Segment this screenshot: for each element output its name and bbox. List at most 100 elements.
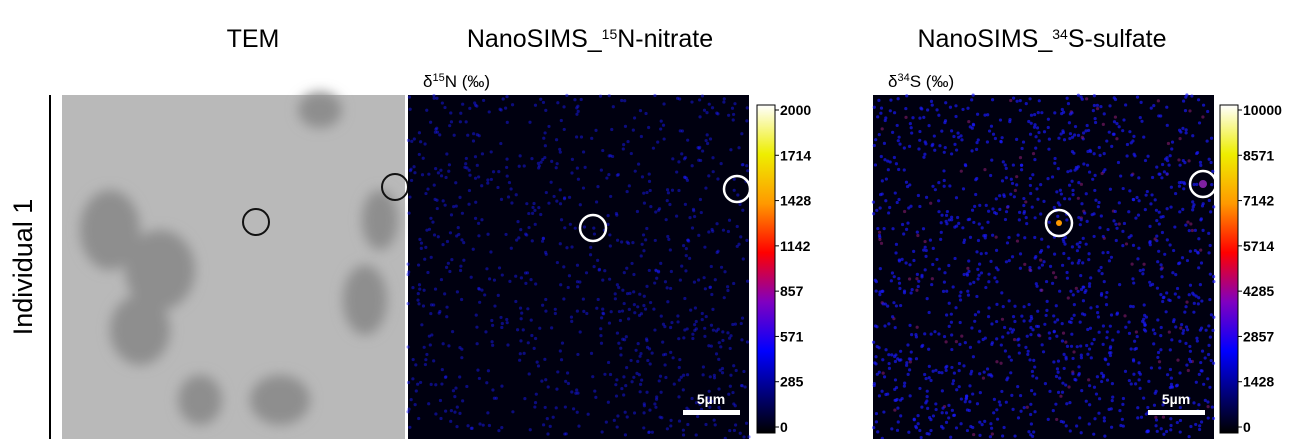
pixel xyxy=(475,314,478,317)
pixel xyxy=(913,418,916,421)
pixel xyxy=(931,104,934,107)
pixel xyxy=(694,306,697,309)
pixel xyxy=(1204,399,1207,402)
pixel xyxy=(1156,430,1159,433)
pixel xyxy=(1045,309,1048,312)
pixel xyxy=(632,129,635,132)
pixel xyxy=(1092,433,1095,436)
pixel xyxy=(1188,358,1191,361)
colorbar-label: 0 xyxy=(780,419,788,435)
pixel xyxy=(1088,384,1091,387)
pixel xyxy=(1069,290,1072,293)
pixel xyxy=(684,269,687,272)
pixel xyxy=(1018,211,1021,214)
pixel xyxy=(1191,229,1194,232)
pixel xyxy=(508,181,511,184)
pixel xyxy=(1042,200,1045,203)
pixel xyxy=(888,206,891,209)
pixel xyxy=(1076,243,1079,246)
pixel xyxy=(1169,417,1172,420)
pixel xyxy=(1097,315,1100,318)
pixel xyxy=(981,423,984,426)
pixel xyxy=(1153,332,1156,335)
pixel xyxy=(1210,137,1213,140)
pixel xyxy=(543,358,546,361)
pixel xyxy=(534,104,537,107)
pixel xyxy=(407,212,410,215)
pixel xyxy=(699,198,702,201)
pixel xyxy=(736,225,739,228)
pixel xyxy=(1121,418,1124,421)
pixel xyxy=(477,175,480,178)
pixel xyxy=(880,242,883,245)
pixel xyxy=(1070,180,1073,183)
pixel xyxy=(505,166,508,169)
pixel xyxy=(678,379,681,382)
pixel xyxy=(1102,374,1105,377)
pixel xyxy=(875,420,878,423)
pixel xyxy=(1155,166,1158,169)
pixel xyxy=(1107,363,1110,366)
pixel xyxy=(1162,416,1165,419)
pixel xyxy=(545,191,548,194)
pixel xyxy=(972,433,975,436)
pixel xyxy=(879,112,882,115)
scale-bar xyxy=(683,410,740,415)
pixel xyxy=(975,148,978,151)
pixel xyxy=(918,429,921,432)
pixel xyxy=(1043,130,1046,133)
pixel xyxy=(903,146,906,149)
pixel xyxy=(1123,222,1126,225)
pixel xyxy=(689,308,692,311)
pixel xyxy=(568,196,571,199)
pixel xyxy=(445,315,448,318)
pixel xyxy=(1018,218,1021,221)
pixel xyxy=(1115,239,1118,242)
pixel xyxy=(541,304,544,307)
pixel xyxy=(489,250,492,253)
pixel xyxy=(633,411,636,414)
pixel xyxy=(1117,161,1120,164)
pixel xyxy=(903,291,906,294)
pixel xyxy=(901,223,904,226)
pixel xyxy=(500,198,503,201)
pixel xyxy=(935,108,938,111)
pixel xyxy=(458,375,461,378)
pixel xyxy=(449,420,452,423)
pixel xyxy=(1165,310,1168,313)
pixel xyxy=(1034,216,1037,219)
pixel xyxy=(731,107,734,110)
pixel xyxy=(534,223,537,226)
pixel xyxy=(1052,314,1055,317)
pixel xyxy=(623,271,626,274)
pixel xyxy=(1197,302,1200,305)
pixel xyxy=(415,389,418,392)
pixel xyxy=(1103,416,1106,419)
pixel xyxy=(654,406,657,409)
pixel xyxy=(487,369,490,372)
pixel xyxy=(1211,405,1214,408)
pixel xyxy=(928,416,931,419)
pixel xyxy=(458,346,461,349)
pixel xyxy=(1196,151,1199,154)
pixel xyxy=(1015,100,1018,103)
pixel xyxy=(1055,375,1058,378)
pixel xyxy=(639,383,642,386)
pixel xyxy=(897,277,900,280)
pixel xyxy=(502,97,505,100)
pixel xyxy=(461,212,464,215)
colorbar-label: 571 xyxy=(780,328,804,344)
pixel xyxy=(992,411,995,414)
pixel xyxy=(938,144,941,147)
pixel xyxy=(1064,383,1067,386)
pixel xyxy=(560,358,563,361)
pixel xyxy=(1150,366,1153,369)
pixel xyxy=(611,155,614,158)
pixel xyxy=(501,273,504,276)
pixel xyxy=(1056,318,1059,321)
pixel xyxy=(1139,387,1142,390)
pixel xyxy=(1097,201,1100,204)
pixel xyxy=(1108,104,1111,107)
pixel xyxy=(1085,192,1088,195)
pixel xyxy=(1046,300,1049,303)
